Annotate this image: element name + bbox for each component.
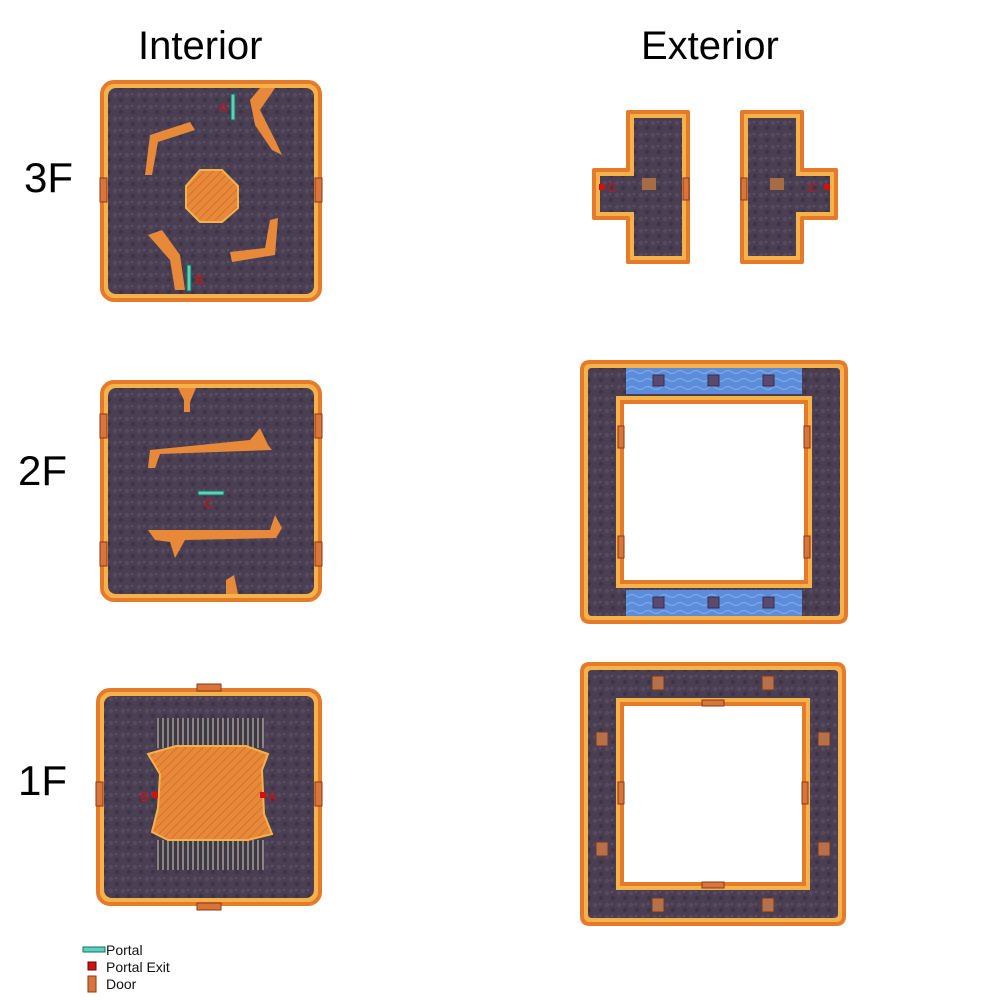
stone-floor (600, 118, 682, 256)
door-icon (99, 413, 108, 439)
portal-exit-icon[interactable] (152, 792, 158, 798)
lava-channel (148, 515, 282, 558)
lava-channel (226, 575, 238, 594)
floor-label-3f: 3F (24, 154, 74, 201)
map-1f-exterior (580, 662, 846, 926)
stepping-stone (762, 596, 775, 609)
door-icon (314, 177, 323, 203)
door-icon (801, 781, 809, 805)
crate-icon (651, 675, 665, 691)
door-icon (617, 781, 625, 805)
crate-icon (651, 897, 665, 913)
crate-icon (761, 897, 775, 913)
map-3f-interior: A B (99, 80, 323, 302)
floor-grate (156, 840, 264, 870)
door-icon (196, 683, 222, 692)
portal-exit-icon[interactable] (824, 184, 830, 190)
rubble-icon (642, 178, 656, 190)
portal-exit-marker-label: C (808, 180, 817, 195)
door-icon (99, 541, 108, 567)
lava-channel (178, 388, 196, 412)
lava-channel (148, 230, 185, 290)
door-icon (196, 902, 222, 911)
lava-channel (250, 88, 282, 155)
crate-icon (817, 841, 831, 857)
central-lava-pool (146, 745, 274, 841)
stepping-stone (652, 374, 665, 387)
lava-channel (148, 428, 272, 468)
map-2f-exterior (580, 360, 848, 624)
map-3f-exterior: C C (592, 110, 838, 264)
door-icon (95, 781, 104, 807)
crate-icon (595, 841, 609, 857)
map-2f-interior: C (99, 380, 323, 602)
portal-exit-icon (87, 961, 97, 971)
legend-label: Portal (106, 942, 143, 958)
stone-floor (588, 368, 840, 616)
door-icon (701, 881, 725, 889)
portal-marker-label: C (204, 496, 213, 511)
door-icon (617, 425, 625, 449)
door-icon (803, 425, 811, 449)
stepping-stone (762, 374, 775, 387)
door-icon (314, 781, 323, 807)
portal-exit-marker-label: A (268, 789, 277, 804)
portal-exit-icon[interactable] (260, 792, 266, 798)
floor-label-2f: 2F (18, 447, 68, 494)
stepping-stone (707, 596, 720, 609)
legend-label: Door (106, 976, 137, 992)
portal-exit-marker-label: B (140, 789, 149, 804)
crate-icon (595, 731, 609, 747)
lava-channel (145, 122, 195, 175)
rubble-icon (770, 178, 784, 190)
portal-exit-icon[interactable] (599, 184, 605, 190)
door-icon (87, 975, 97, 993)
door-icon (617, 535, 625, 559)
door-icon (682, 177, 690, 201)
stone-floor (588, 670, 838, 918)
map-1f-interior: B A (95, 683, 323, 911)
portal-icon (82, 946, 106, 953)
stone-floor (748, 118, 830, 256)
crate-icon (761, 675, 775, 691)
crate-icon (817, 731, 831, 747)
portal-marker-label: A (219, 100, 228, 115)
lava-channel (230, 218, 278, 262)
portal-exit-marker-label: C (608, 180, 617, 195)
door-icon (99, 177, 108, 203)
central-lava-pool (185, 169, 239, 223)
door-icon (314, 413, 323, 439)
stepping-stone (652, 596, 665, 609)
exterior-column-heading: Exterior (641, 24, 779, 68)
stepping-stone (707, 374, 720, 387)
door-icon (701, 699, 725, 707)
interior-column-heading: Interior (138, 24, 263, 68)
portal-icon[interactable] (230, 93, 236, 121)
door-icon (803, 535, 811, 559)
door-icon (740, 177, 748, 201)
portal-icon[interactable] (197, 490, 225, 496)
door-icon (314, 541, 323, 567)
portal-marker-label: B (195, 272, 204, 287)
lava-border (580, 360, 848, 624)
floor-label-1f: 1F (18, 757, 68, 804)
legend-label: Portal Exit (106, 959, 170, 975)
floor-grate (156, 718, 264, 748)
portal-icon[interactable] (186, 264, 192, 292)
